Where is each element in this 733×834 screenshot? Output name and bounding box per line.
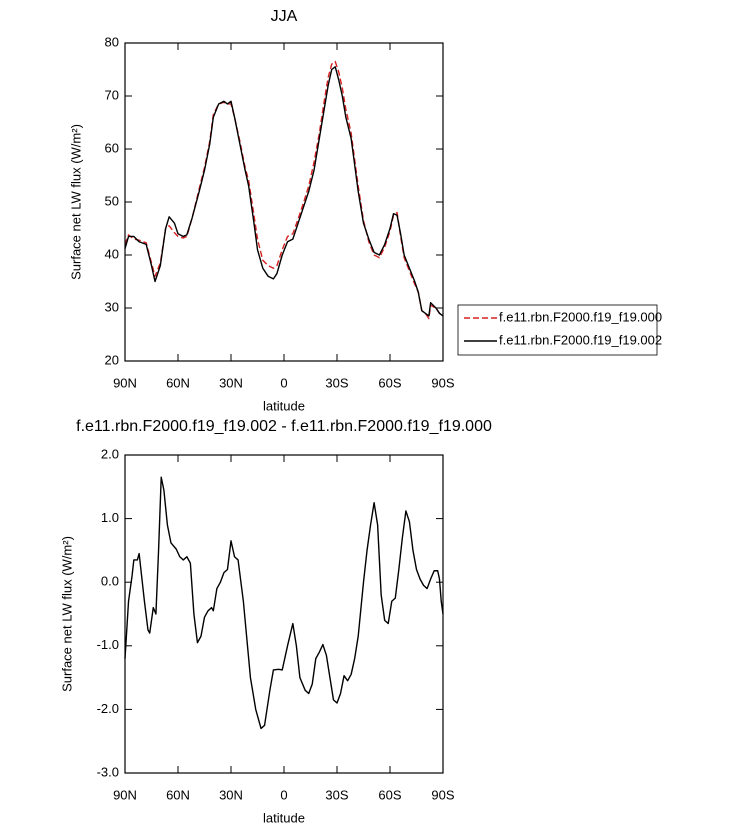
y-tick-label: 80: [105, 34, 119, 49]
y-tick-label: 60: [105, 140, 119, 155]
x-tick-label: 90N: [113, 787, 137, 802]
legend-box: [457, 304, 658, 356]
x-tick-label: 0: [280, 375, 287, 390]
y-tick-label: 2.0: [101, 446, 119, 461]
x-tick-label: 90N: [113, 375, 137, 390]
y-tick-label: 1.0: [101, 510, 119, 525]
legend-label: f.e11.rbn.F2000.f19_f19.000: [499, 309, 662, 324]
y-tick-label: 40: [105, 246, 119, 261]
plot-frame: [124, 454, 444, 774]
y-tick-label: -1.0: [97, 637, 119, 652]
plot-frame: [124, 42, 444, 362]
y-tick-label: 20: [105, 352, 119, 367]
y-axis-label: Surface net LW flux (W/m²): [68, 124, 83, 280]
chart-title: f.e11.rbn.F2000.f19_f19.002 - f.e11.rbn.…: [76, 418, 492, 435]
x-tick-label: 60N: [166, 375, 190, 390]
y-tick-label: 0.0: [101, 574, 119, 589]
x-tick-label: 30S: [325, 787, 348, 802]
chart-title: JJA: [271, 8, 298, 25]
x-axis-label: latitude: [263, 398, 305, 413]
x-tick-label: 0: [280, 787, 287, 802]
y-tick-label: -3.0: [97, 764, 119, 779]
y-axis-label: Surface net LW flux (W/m²): [59, 536, 74, 692]
x-tick-label: 60S: [378, 787, 401, 802]
x-tick-label: 30N: [219, 787, 243, 802]
data-line: [124, 476, 444, 730]
y-tick-label: 70: [105, 87, 119, 102]
x-axis-label: latitude: [263, 810, 305, 825]
x-tick-label: 60S: [378, 375, 401, 390]
y-tick-label: 30: [105, 299, 119, 314]
x-tick-label: 30N: [219, 375, 243, 390]
x-tick-label: 90S: [431, 375, 454, 390]
x-tick-label: 60N: [166, 787, 190, 802]
data-line: [124, 60, 444, 320]
legend-label: f.e11.rbn.F2000.f19_f19.002: [499, 332, 662, 347]
x-tick-label: 90S: [431, 787, 454, 802]
y-tick-label: 50: [105, 193, 119, 208]
x-tick-label: 30S: [325, 375, 348, 390]
data-line: [124, 66, 444, 317]
y-tick-label: -2.0: [97, 701, 119, 716]
